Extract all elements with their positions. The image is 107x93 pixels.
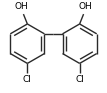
- Text: OH: OH: [15, 2, 28, 11]
- Text: OH: OH: [79, 2, 92, 11]
- Text: Cl: Cl: [23, 75, 32, 84]
- Text: Cl: Cl: [75, 75, 84, 84]
